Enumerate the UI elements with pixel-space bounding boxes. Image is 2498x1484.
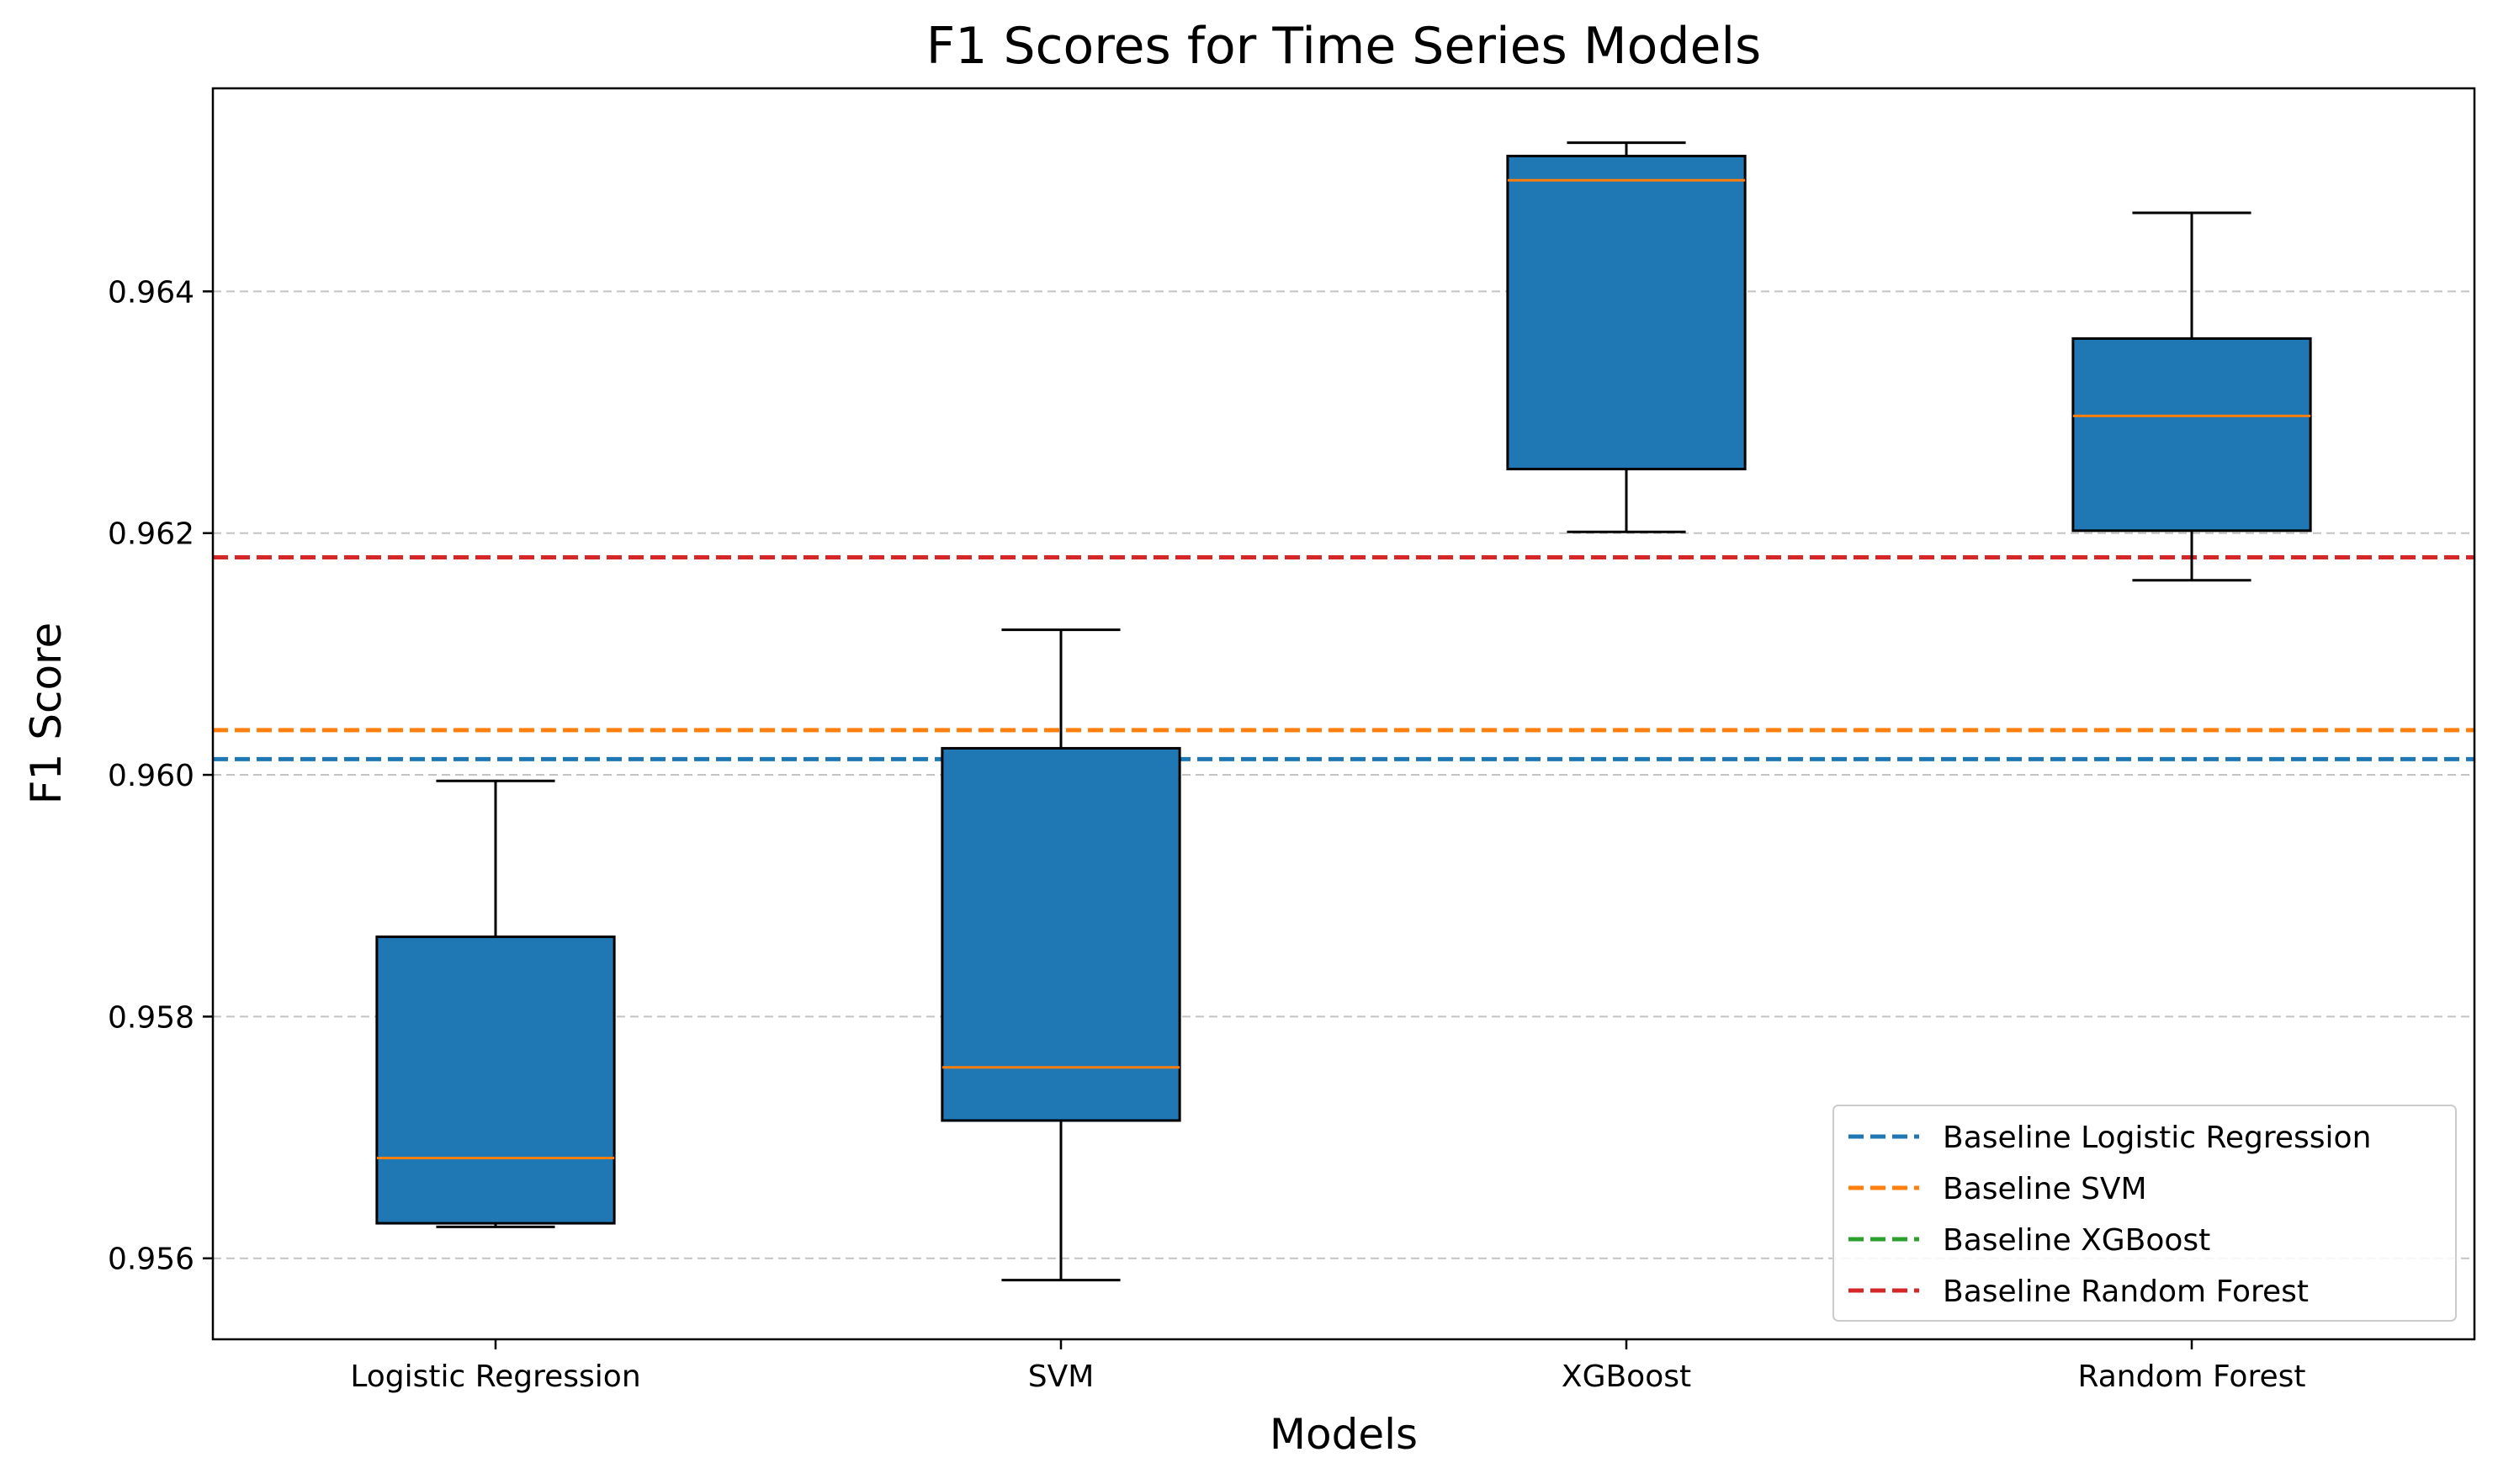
box-layer xyxy=(375,141,2312,1282)
y-tick-label: 0.958 xyxy=(108,1000,194,1035)
legend-label: Baseline Logistic Regression xyxy=(1943,1121,2371,1155)
y-tick-label: 0.956 xyxy=(108,1243,194,1277)
x-tick-label: SVM xyxy=(1028,1359,1095,1394)
box-iqr xyxy=(2071,337,2312,533)
axes-frame xyxy=(211,87,2476,1341)
legend-label: Baseline SVM xyxy=(1943,1172,2147,1206)
box-plot xyxy=(2071,211,2312,582)
tick-layer: 0.956 0.958 0.960 0.962 0.964 Logistic Regres… xyxy=(108,275,2306,1394)
box-iqr xyxy=(375,935,616,1225)
box-plot xyxy=(375,779,616,1228)
box-iqr xyxy=(941,746,1181,1122)
legend-box xyxy=(1832,1105,2457,1322)
legend-label: Baseline XGBoost xyxy=(1943,1223,2210,1258)
legend-label: Baseline Random Forest xyxy=(1943,1275,2309,1309)
y-tick-label: 0.960 xyxy=(108,759,194,793)
chart-title: F1 Scores for Time Series Models xyxy=(926,17,1762,76)
box-iqr xyxy=(1506,154,1747,471)
x-tick-label: XGBoost xyxy=(1562,1359,1691,1394)
box-plot xyxy=(1506,141,1747,533)
baseline-layer xyxy=(213,554,2474,761)
box-plot xyxy=(941,628,1181,1282)
x-tick-label: Random Forest xyxy=(2078,1359,2306,1394)
y-tick-label: 0.964 xyxy=(108,275,194,310)
x-tick-label: Logistic Regression xyxy=(350,1359,640,1394)
legend: Baseline Logistic Regression Baseline SVM… xyxy=(1832,1105,2457,1322)
x-axis-label: Models xyxy=(1270,1410,1418,1459)
y-tick-label: 0.962 xyxy=(108,517,194,552)
y-axis-label: F1 Score xyxy=(22,623,71,805)
